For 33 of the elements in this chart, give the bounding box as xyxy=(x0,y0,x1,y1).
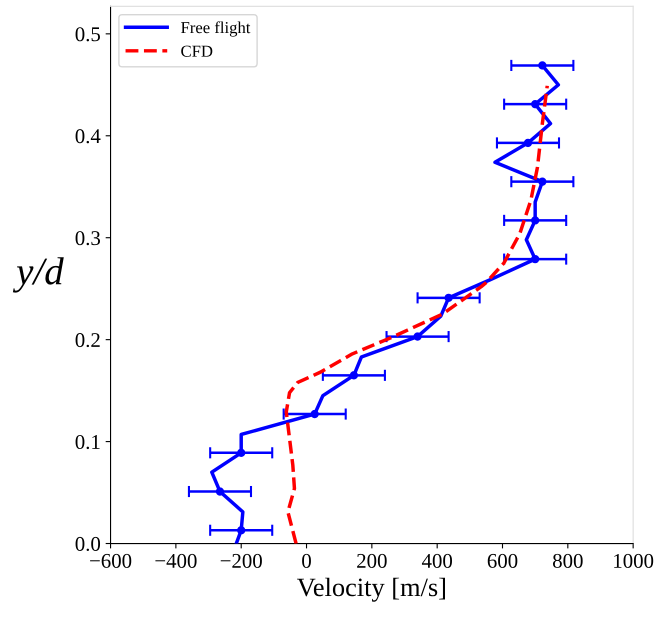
point xyxy=(350,371,358,380)
y-tick-label: 0.4 xyxy=(76,129,100,144)
x-tick-label: 800 xyxy=(552,554,583,568)
legend-label: CFD xyxy=(181,46,212,57)
point xyxy=(216,487,224,496)
point xyxy=(524,138,532,148)
line-series xyxy=(284,84,549,544)
x-tick-label: −200 xyxy=(220,554,262,568)
y-tick-label: 0.3 xyxy=(76,231,100,246)
x-tick-label: 0 xyxy=(302,554,311,568)
x-tick-label: −600 xyxy=(90,554,132,568)
point xyxy=(530,216,540,225)
y-axis-title: y/d xyxy=(12,257,64,293)
y-tick-label: 0.1 xyxy=(76,434,100,450)
point xyxy=(310,410,319,418)
x-tick-label: −400 xyxy=(155,554,197,568)
point xyxy=(538,177,547,186)
point xyxy=(237,448,246,457)
point xyxy=(237,526,246,534)
legend-label: Free flight xyxy=(181,21,250,37)
point xyxy=(530,254,540,264)
point xyxy=(538,61,547,70)
y-tick-label: 0.5 xyxy=(76,27,100,42)
x-tick-label: 1000 xyxy=(614,554,654,568)
point xyxy=(444,294,453,302)
y-tick-label: 0.0 xyxy=(76,536,100,552)
x-tick-label: 600 xyxy=(488,554,518,568)
x-axis-title: Velocity [m/s] xyxy=(297,578,446,602)
point xyxy=(530,100,540,108)
x-tick-label: 400 xyxy=(422,554,452,568)
x-tick-label: 200 xyxy=(357,554,387,568)
point xyxy=(413,332,422,341)
y-tick-label: 0.2 xyxy=(76,333,100,348)
